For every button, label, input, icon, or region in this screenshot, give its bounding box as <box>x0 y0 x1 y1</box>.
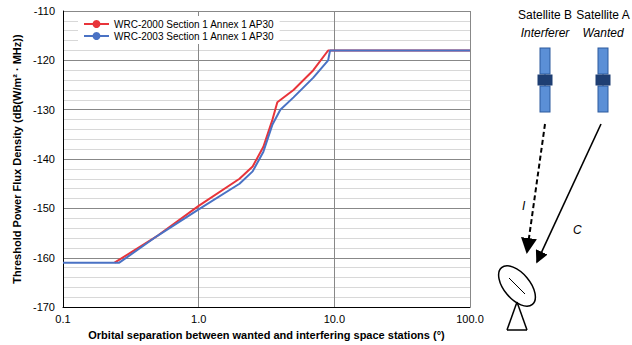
svg-text:WRC-2000 Section 1 Annex 1 AP3: WRC-2000 Section 1 Annex 1 AP30 <box>114 19 274 30</box>
svg-text:C: C <box>573 223 582 237</box>
svg-text:Interferer: Interferer <box>521 26 571 40</box>
svg-text:-110: -110 <box>34 5 55 17</box>
svg-text:Satellite A: Satellite A <box>576 8 629 22</box>
svg-text:Satellite B: Satellite B <box>518 8 572 22</box>
svg-text:1.0: 1.0 <box>191 313 206 325</box>
svg-text:-160: -160 <box>33 252 55 264</box>
svg-text:10.0: 10.0 <box>324 313 345 325</box>
svg-text:-170: -170 <box>33 301 55 313</box>
svg-text:WRC-2003 Section 1 Annex 1 AP3: WRC-2003 Section 1 Annex 1 AP30 <box>114 31 274 42</box>
svg-text:100.0: 100.0 <box>456 313 484 325</box>
svg-text:Orbital separation between wan: Orbital separation between wanted and in… <box>88 329 445 341</box>
svg-text:-120: -120 <box>33 54 55 66</box>
svg-text:Wanted: Wanted <box>582 26 623 40</box>
svg-text:-150: -150 <box>33 202 55 214</box>
svg-text:0.1: 0.1 <box>55 313 70 325</box>
svg-text:-130: -130 <box>33 104 55 116</box>
svg-text:Threshold Power Flux Density (: Threshold Power Flux Density (dB(W/m² · … <box>11 34 23 284</box>
svg-text:-140: -140 <box>33 153 55 165</box>
svg-text:I: I <box>522 199 526 213</box>
